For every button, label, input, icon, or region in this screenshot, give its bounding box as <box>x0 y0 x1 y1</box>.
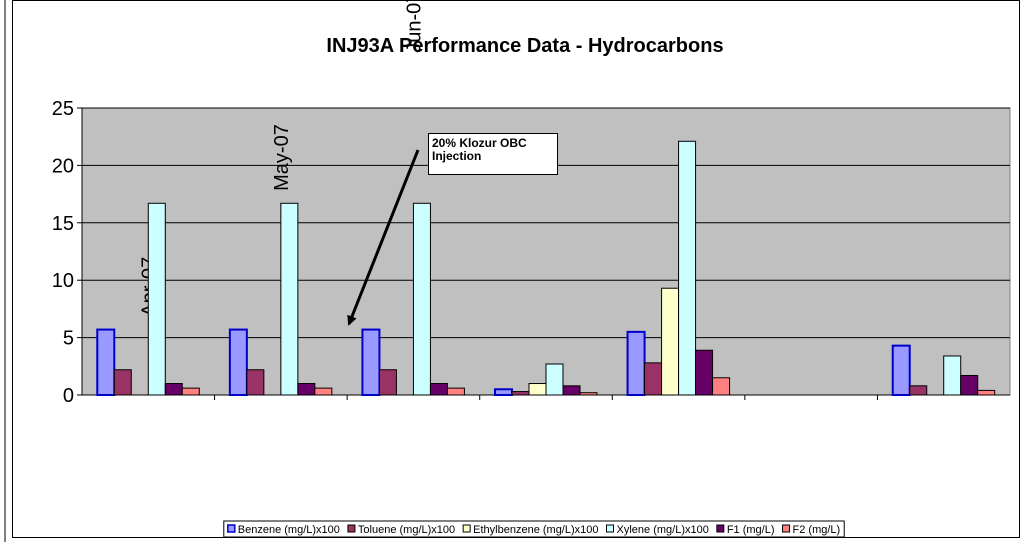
bar <box>361 328 381 396</box>
bar <box>378 369 397 396</box>
y-tick-label: 15 <box>52 213 74 235</box>
bar <box>562 385 581 396</box>
bar <box>661 287 680 396</box>
legend-box <box>223 520 845 538</box>
bar <box>678 140 697 396</box>
bar <box>246 369 265 396</box>
legend-label: F2 (mg/L) <box>793 524 841 536</box>
annotation-arrow <box>347 149 420 326</box>
legend-label: Benzene (mg/L)x100 <box>238 524 340 536</box>
bar <box>511 391 530 396</box>
bar <box>181 387 200 396</box>
legend-label: Xylene (mg/L)x100 <box>617 524 709 536</box>
legend-swatch <box>227 524 236 533</box>
bar <box>147 202 166 396</box>
bar <box>579 392 598 396</box>
legend-label: Toluene (mg/L)x100 <box>358 524 455 536</box>
bar <box>528 383 547 396</box>
legend: Benzene (mg/L)x100 Toluene (mg/L)x100 Ethy… <box>223 520 845 538</box>
bar <box>412 202 431 396</box>
y-tick-label: 25 <box>52 98 74 120</box>
legend-swatch <box>782 524 791 533</box>
bar <box>314 387 333 396</box>
bar <box>446 387 465 396</box>
bar <box>297 383 316 396</box>
x-tick-label: Jun-07 <box>403 0 425 53</box>
y-tick-label: 0 <box>63 385 74 407</box>
bar <box>113 369 132 396</box>
y-tick-label: 10 <box>52 270 74 292</box>
bar <box>695 349 714 396</box>
bar <box>977 389 996 396</box>
bar <box>545 363 564 396</box>
bar <box>644 362 663 396</box>
bar <box>228 328 248 396</box>
bar <box>891 344 911 396</box>
annotation-text: 20% Klozur OBC Injection <box>428 133 558 175</box>
bar <box>164 383 183 396</box>
bar <box>626 330 646 396</box>
bar <box>909 385 928 396</box>
bar <box>712 377 731 396</box>
bar <box>960 374 979 396</box>
legend-swatch <box>347 524 356 533</box>
bar <box>96 328 116 396</box>
bar <box>429 383 448 396</box>
legend-swatch <box>462 524 471 533</box>
chart-title: INJ93A Performance Data - Hydrocarbons <box>326 35 723 57</box>
y-tick-label: 20 <box>52 155 74 177</box>
bar <box>943 355 962 396</box>
legend-label: Ethylbenzene (mg/L)x100 <box>473 524 598 536</box>
y-tick-label: 5 <box>63 328 74 350</box>
legend-swatch <box>716 524 725 533</box>
annotation-box: 20% Klozur OBC Injection <box>428 133 558 175</box>
legend-label: F1 (mg/L) <box>727 524 775 536</box>
x-tick-label: May-07 <box>271 124 293 191</box>
bar <box>494 388 513 397</box>
bar <box>280 202 299 396</box>
legend-swatch <box>606 524 615 533</box>
